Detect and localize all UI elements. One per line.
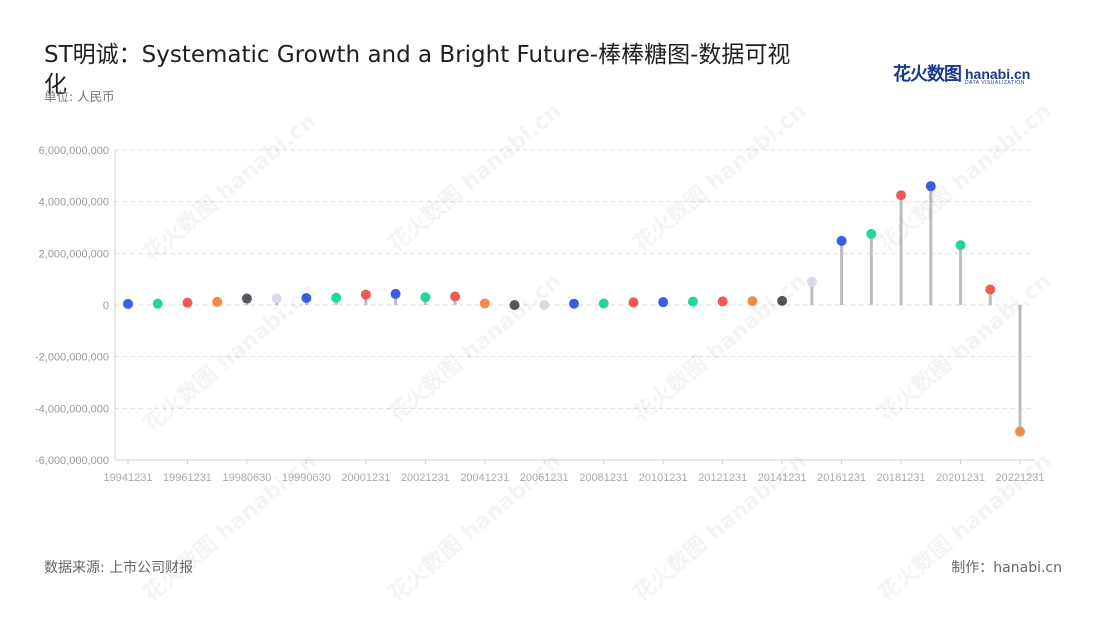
- x-tick-label: 19961231: [163, 472, 212, 484]
- logo-sub-text: DATA VISUALIZATION: [965, 80, 1025, 86]
- x-tick-label: 20041231: [460, 472, 509, 484]
- lollipop-dot: [628, 297, 639, 308]
- lollipop-dot: [896, 190, 907, 201]
- x-tick-label: 20181231: [877, 472, 926, 484]
- x-tick-label: 20221231: [996, 472, 1045, 484]
- lollipop-dot: [450, 291, 461, 302]
- chart-title: ST明诚：Systematic Growth and a Bright Futu…: [44, 42, 791, 98]
- y-axis-ticks: 6,000,000,000 4,000,000,000 2,000,000,000 0…: [35, 145, 109, 467]
- y-tick-label: -2,000,000,000: [35, 352, 109, 364]
- lollipop-dot: [212, 296, 223, 307]
- x-tick-label: 20021231: [401, 472, 450, 484]
- x-tick-label: 20121231: [698, 472, 747, 484]
- x-tick-label: 19980630: [222, 472, 271, 484]
- lollipop-dot: [836, 235, 847, 246]
- x-tick-label: 20081231: [579, 472, 628, 484]
- data-source: 数据来源: 上市公司财报: [44, 560, 194, 576]
- lollipop-dot: [360, 289, 371, 300]
- lollipop-dot: [687, 296, 698, 307]
- y-tick-label: -6,000,000,000: [35, 455, 109, 467]
- lollipop-dot: [598, 298, 609, 309]
- x-tick-label: 20001231: [341, 472, 390, 484]
- maker-credit: 制作：hanabi.cn: [951, 560, 1062, 576]
- y-tick-label: 2,000,000,000: [39, 248, 109, 260]
- lollipop-stems: [126, 186, 1022, 432]
- lollipop-dot: [479, 298, 490, 309]
- y-tick-label: 6,000,000,000: [39, 145, 109, 157]
- lollipop-dot: [509, 300, 520, 310]
- x-tick-label: 20101231: [639, 472, 688, 484]
- lollipop-dots: [123, 181, 1025, 437]
- lollipop-dot: [241, 293, 252, 304]
- logo-en-block: hanabi.cn DATA VISUALIZATION: [965, 67, 1030, 86]
- lollipop-dot: [123, 298, 133, 309]
- x-tick-label: 19941231: [104, 472, 153, 484]
- lollipop-dot: [152, 298, 163, 309]
- lollipop-dot: [658, 297, 669, 308]
- logo-en-text: hanabi.cn: [965, 66, 1031, 82]
- x-axis-ticks: 19941231 19961231 19980630 19990630 20001231…: [104, 460, 1045, 484]
- lollipop-dot: [271, 293, 282, 304]
- lollipop-dot: [806, 276, 817, 287]
- unit-label: 单位: 人民币: [44, 89, 115, 104]
- x-tick-label: 20201231: [936, 472, 985, 484]
- logo-cn-text: 花火数图: [893, 64, 962, 85]
- y-tick-label: 4,000,000,000: [39, 197, 109, 209]
- lollipop-dot: [569, 298, 579, 309]
- x-tick-label: 20061231: [520, 472, 569, 484]
- x-tick-label: 20141231: [758, 472, 807, 484]
- lollipop-dot: [925, 181, 936, 192]
- y-tick-label: 0: [103, 300, 109, 312]
- lollipop-dot: [1015, 426, 1025, 437]
- lollipop-dot: [420, 292, 431, 303]
- lollipop-dot: [182, 297, 193, 308]
- lollipop-dot: [985, 284, 996, 295]
- lollipop-dot: [390, 288, 401, 299]
- y-tick-label: -4,000,000,000: [35, 403, 109, 415]
- lollipop-dot: [717, 296, 728, 307]
- lollipop-dot: [747, 296, 758, 307]
- x-axis: [114, 150, 1035, 461]
- lollipop-dot: [301, 293, 312, 304]
- lollipop-dot: [955, 240, 966, 251]
- x-tick-label: 19990630: [282, 472, 331, 484]
- lollipop-dot: [331, 292, 342, 303]
- lollipop-dot: [777, 295, 788, 306]
- hanabi-logo[interactable]: 花火数图 hanabi.cn DATA VISUALIZATION: [893, 60, 1030, 86]
- lollipop-dot: [539, 300, 550, 310]
- lollipop-dot: [866, 228, 877, 239]
- x-tick-label: 20161231: [817, 472, 866, 484]
